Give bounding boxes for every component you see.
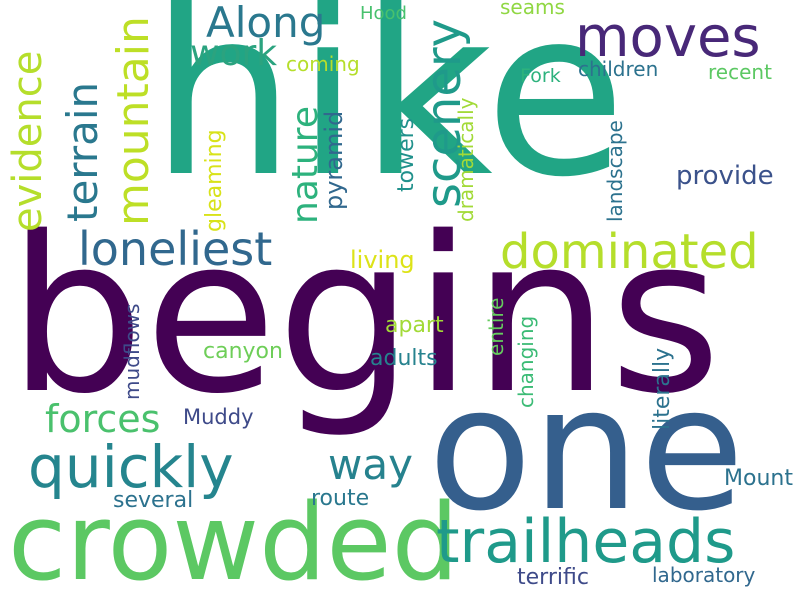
word-pyramid: pyramid bbox=[320, 110, 348, 210]
word-route: route bbox=[311, 486, 370, 511]
word-laboratory: laboratory bbox=[652, 563, 756, 587]
word-one: one bbox=[428, 351, 745, 549]
word-adults: adults bbox=[370, 346, 438, 371]
word-quickly: quickly bbox=[28, 433, 234, 501]
word-mudflows: mudflows bbox=[120, 303, 144, 400]
word-way: way bbox=[328, 440, 413, 489]
word-seams: seams bbox=[500, 0, 565, 19]
word-trailheads: trailheads bbox=[436, 507, 736, 577]
word-literally: literally bbox=[650, 347, 675, 430]
word-several: several bbox=[113, 488, 194, 513]
word-nature: nature bbox=[285, 106, 326, 224]
word-canyon: canyon bbox=[203, 339, 283, 364]
word-gleaming: gleaming bbox=[202, 129, 227, 232]
word-dominated: dominated bbox=[500, 224, 759, 280]
word-mountain: mountain bbox=[108, 16, 159, 226]
word-recent: recent bbox=[708, 60, 772, 84]
word-moves: moves bbox=[575, 5, 761, 70]
word-forces: forces bbox=[45, 397, 161, 441]
word-begins: begins bbox=[8, 190, 722, 441]
word-landscape: landscape bbox=[603, 120, 627, 222]
word-loneliest: loneliest bbox=[78, 222, 273, 276]
word-hike: hike bbox=[150, 0, 627, 228]
word-work: work bbox=[190, 33, 278, 74]
word-evidence: evidence bbox=[5, 50, 51, 232]
word-living: living bbox=[350, 246, 415, 274]
word-children: children bbox=[578, 57, 659, 81]
word-terrific: terrific bbox=[517, 565, 589, 590]
word-changing: changing bbox=[514, 315, 538, 408]
word-apart: apart bbox=[385, 313, 444, 338]
word-mount: Mount bbox=[724, 466, 793, 491]
word-terrain: terrain bbox=[58, 81, 107, 222]
word-dramatically: dramatically bbox=[454, 97, 478, 222]
word-fork: Fork bbox=[520, 65, 561, 87]
word-provide: provide bbox=[676, 161, 774, 191]
word-hood: Hood bbox=[360, 3, 407, 24]
word-crowded: crowded bbox=[8, 481, 459, 600]
word-entire: entire bbox=[484, 297, 508, 356]
word-coming: coming bbox=[286, 52, 360, 76]
word-muddy: Muddy bbox=[183, 405, 254, 429]
word-along: Along bbox=[206, 0, 326, 47]
word-towers: towers bbox=[394, 117, 419, 192]
